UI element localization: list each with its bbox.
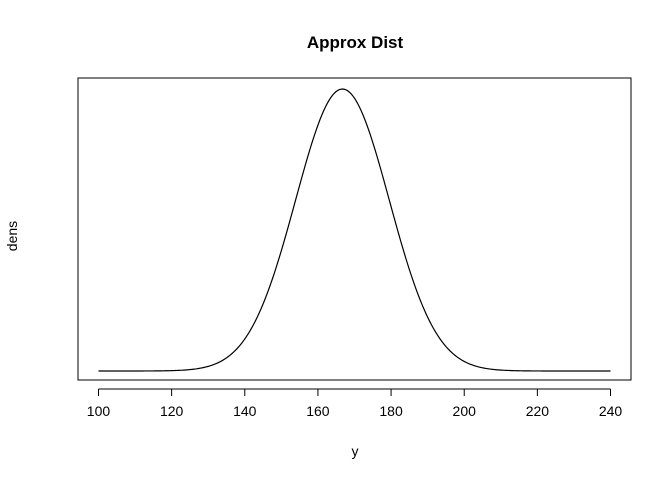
x-tick-label: 100 (87, 403, 111, 419)
x-tick-label: 180 (379, 403, 403, 419)
x-tick-label: 200 (453, 403, 477, 419)
x-tick-label: 240 (599, 403, 623, 419)
plot-frame (77, 77, 632, 381)
x-tick-label: 140 (233, 403, 257, 419)
x-axis-label: y (352, 443, 359, 459)
y-axis-label: dens (4, 221, 20, 251)
x-tick-label: 160 (306, 403, 330, 419)
x-tick-label: 120 (160, 403, 184, 419)
chart-title: Approx Dist (307, 33, 404, 52)
density-curve (98, 88, 611, 372)
x-tick-label: 220 (526, 403, 550, 419)
x-axis: 100 120 140 160 180 200 220 240 (87, 388, 623, 419)
